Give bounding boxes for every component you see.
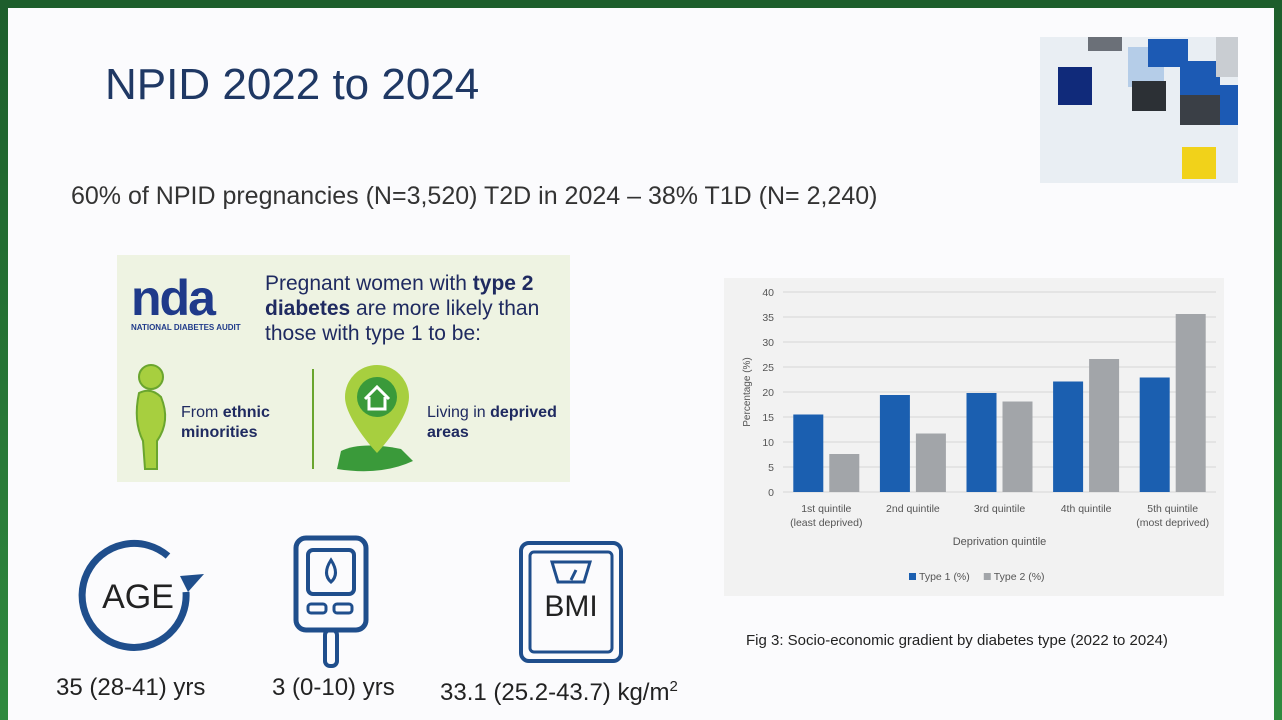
bar [1139, 377, 1170, 492]
text: ethnic minorities [181, 404, 270, 441]
figure-caption: Fig 3: Socio-economic gradient by diabet… [746, 632, 1168, 649]
chart: 0 5 10 15 20 25 30 35 40 Percentage (%) Type 1 (%)… [724, 278, 1224, 596]
logo-caption: NATIONAL DIABETES AUDIT [131, 323, 241, 332]
bar [829, 454, 860, 492]
x-tick-label: 1st quintile (least deprived) [790, 503, 863, 529]
slide: NPID 2022 to 2024 60% of NPID pregnancie… [8, 8, 1274, 720]
chart-svg: 0 5 10 15 20 25 30 35 40 Percentage (%) Type 1 (%)… [742, 287, 1216, 583]
text: deprived areas [427, 404, 557, 441]
icons [135, 364, 413, 472]
age-icon: AGE [78, 539, 204, 651]
y-tick-label: 40 [762, 287, 774, 299]
slide-title: NPID 2022 to 2024 [105, 60, 480, 109]
text: Pregnant women with [265, 272, 473, 295]
y-tick-label: 10 [762, 437, 774, 449]
x-tick-label: 4th quintile [1060, 503, 1112, 515]
x-tick-label: 5th quintile (most deprived) [1136, 503, 1210, 529]
y-tick-label: 30 [762, 337, 774, 349]
x-tick-label: 2nd quintile [886, 503, 940, 515]
item-deprived: Living in deprived areas [427, 403, 567, 443]
age-stat: 35 (28-41) yrs [56, 674, 206, 701]
bar [1053, 381, 1084, 492]
bar [1002, 401, 1033, 492]
y-tick-label: 35 [762, 312, 774, 324]
text: From [181, 404, 223, 421]
y-axis-label: Percentage (%) [742, 357, 753, 426]
legend-swatch [909, 573, 916, 580]
y-tick-label: 5 [768, 462, 774, 474]
bar [915, 433, 946, 492]
bar [879, 395, 910, 492]
text: Living in [427, 404, 491, 421]
item-ethnic: From ethnic minorities [181, 403, 291, 443]
legend-label: Type 1 (%) [919, 571, 970, 583]
infographic: nda NATIONAL DIABETES AUDIT Pregnant wom… [117, 255, 570, 482]
y-tick-label: 0 [768, 487, 774, 499]
text: 2 [669, 678, 678, 695]
slide-subtitle: 60% of NPID pregnancies (N=3,520) T2D in… [71, 182, 878, 210]
icon-label: AGE [102, 578, 174, 616]
decor-cubes [1040, 37, 1238, 183]
y-tick-label: 25 [762, 362, 774, 374]
x-axis-label: Deprivation quintile [952, 536, 1047, 548]
logo: nda [131, 270, 216, 326]
bar [1089, 359, 1120, 492]
text: type 2 diabetes [265, 272, 534, 320]
x-tick-label: 3rd quintile [973, 503, 1026, 515]
text: are more likely than those with type 1 t… [265, 297, 540, 345]
bar [966, 393, 997, 492]
icon-label: BMI [544, 590, 597, 623]
y-tick-label: 15 [762, 412, 774, 424]
y-tick-label: 20 [762, 387, 774, 399]
legend-label: Type 2 (%) [994, 571, 1045, 583]
bar [793, 414, 824, 492]
meter-icon [293, 535, 369, 668]
bar [1175, 314, 1206, 492]
bmi-stat: 33.1 (25.2-43.7) kg/m2 [440, 678, 678, 707]
text: 33.1 (25.2-43.7) kg/m [440, 679, 670, 706]
headline: Pregnant women with type 2 diabetes are … [265, 271, 565, 346]
bmi-icon: BMI [519, 541, 623, 663]
duration-stat: 3 (0-10) yrs [272, 674, 395, 701]
legend-swatch [983, 573, 991, 580]
